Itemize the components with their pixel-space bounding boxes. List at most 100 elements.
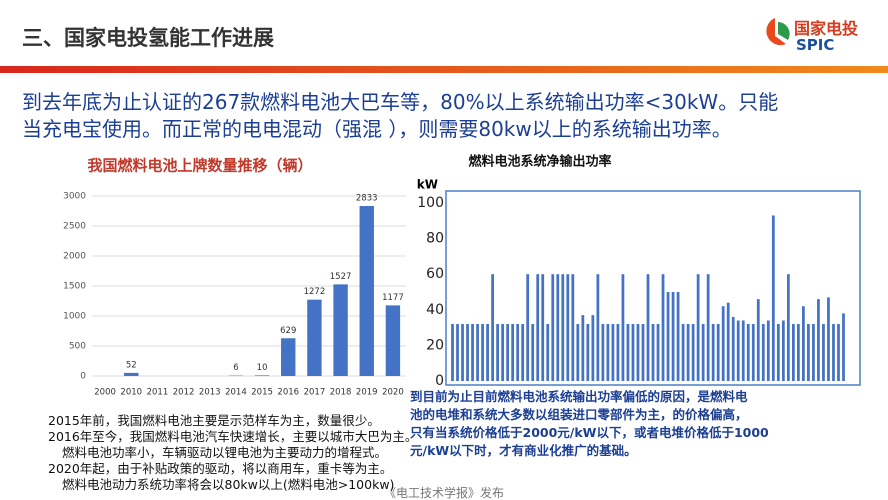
bar: [526, 274, 530, 381]
y-tick-label: 2000: [63, 252, 86, 262]
x-tick-label: 2014: [225, 388, 247, 398]
bar: [721, 306, 725, 381]
x-tick-label: 2010: [120, 388, 142, 398]
bar: [771, 215, 775, 381]
note-line: 2016年至今，我国燃料电池汽车快速增长，主要以城市大巴为主。: [48, 429, 418, 444]
bar: [561, 274, 565, 381]
bar: [506, 324, 510, 381]
y-tick-label: 500: [69, 342, 86, 352]
bar: [776, 324, 780, 381]
bar: [817, 299, 820, 381]
bar: [281, 338, 296, 376]
y-tick-label: 3000: [63, 192, 86, 202]
note-line: 燃料电池动力系统功率将会以80kw以上(燃料电池>100kw): [62, 477, 395, 492]
bar: [586, 324, 590, 381]
bar: [666, 292, 670, 381]
data-label: 1177: [382, 293, 404, 303]
bar: [761, 324, 765, 381]
x-tick-label: 2013: [199, 388, 221, 398]
body-line: 当充电宝使用。而正常的电电混动（强混 ），则需要80kw以上的系统输出功率。: [22, 117, 732, 141]
bar: [531, 324, 535, 381]
body-line: 到去年底为止认证的267款燃料电池大巴车等，80%以上系统输出功率<30kW。只…: [22, 90, 779, 114]
bar: [456, 324, 459, 381]
bar: [333, 284, 348, 376]
bar: [837, 324, 840, 381]
y-tick-label: 40: [426, 302, 444, 318]
bar: [686, 324, 690, 381]
chart-title: 我国燃料电池上牌数量推移（辆）: [87, 157, 312, 175]
bar: [661, 274, 665, 381]
logo-abbr: SPIC: [796, 36, 835, 54]
bar: [726, 302, 730, 381]
bar: [641, 324, 645, 381]
bar: [791, 324, 795, 381]
x-tick-label: 2011: [147, 388, 169, 398]
bar: [832, 324, 835, 381]
bar: [571, 274, 575, 381]
bar: [716, 324, 720, 381]
x-tick-label: 2000: [94, 388, 116, 398]
data-label: 6: [233, 363, 238, 373]
bar: [124, 372, 139, 376]
bar: [751, 324, 755, 381]
bar: [481, 324, 484, 381]
bar: [359, 206, 374, 376]
bar: [706, 274, 710, 381]
bar: [842, 313, 845, 381]
y-tick-label: 0: [80, 372, 86, 382]
bar: [596, 274, 600, 381]
data-label: 1527: [330, 272, 352, 282]
bar: [581, 315, 585, 381]
bar: [736, 320, 740, 381]
bar: [746, 324, 750, 381]
bar: [626, 324, 630, 381]
annotation-line: 元/kW以下时，才有商业化推广的基础。: [410, 443, 637, 458]
bar: [486, 324, 489, 381]
bar: [254, 375, 270, 376]
bar: [466, 324, 469, 381]
bar: [461, 324, 464, 381]
y-tick-label: 0: [435, 373, 444, 389]
bar: [451, 324, 454, 381]
y-tick-label: 1500: [63, 282, 86, 292]
bar: [307, 299, 322, 376]
bar: [501, 324, 505, 381]
data-label: 52: [126, 360, 137, 370]
bar: [385, 305, 401, 376]
bar: [741, 320, 745, 381]
bar: [812, 324, 815, 381]
bar: [471, 324, 474, 381]
note-line: 2020年起，由于补贴政策的驱动，将以商用车，重卡等为主。: [48, 461, 393, 476]
bar: [807, 324, 810, 381]
y-tick-label: 100: [417, 195, 444, 211]
data-label: 629: [280, 326, 296, 336]
y-tick-label: 20: [426, 337, 444, 353]
x-tick-label: 2018: [330, 388, 352, 398]
annotation-line: 池的电堆和系统大多数以组装进口零部件为主，的价格偏高，: [410, 407, 748, 422]
bar: [797, 324, 800, 381]
annotation-line: 到目前为止目前燃料电池系统输出功率偏低的原因，是燃料电: [410, 389, 748, 404]
x-tick-label: 2016: [277, 388, 299, 398]
data-label: 1272: [304, 287, 326, 297]
bar: [476, 324, 479, 381]
bar: [611, 324, 615, 381]
bar: [756, 299, 760, 381]
bar: [551, 274, 555, 381]
bar: [496, 324, 499, 381]
x-tick-label: 2017: [304, 388, 326, 398]
x-tick-label: 2019: [356, 388, 378, 398]
bar: [521, 324, 525, 381]
bar: [646, 274, 650, 381]
bar: [711, 324, 715, 381]
bar: [491, 274, 494, 381]
x-tick-label: 2020: [382, 388, 404, 398]
bar: [827, 297, 830, 381]
header-bar: [0, 66, 888, 73]
x-tick-label: 2015: [251, 388, 273, 398]
bar: [606, 324, 610, 381]
bar: [651, 324, 655, 381]
y-tick-label: 2500: [63, 222, 86, 232]
bar: [516, 324, 520, 381]
